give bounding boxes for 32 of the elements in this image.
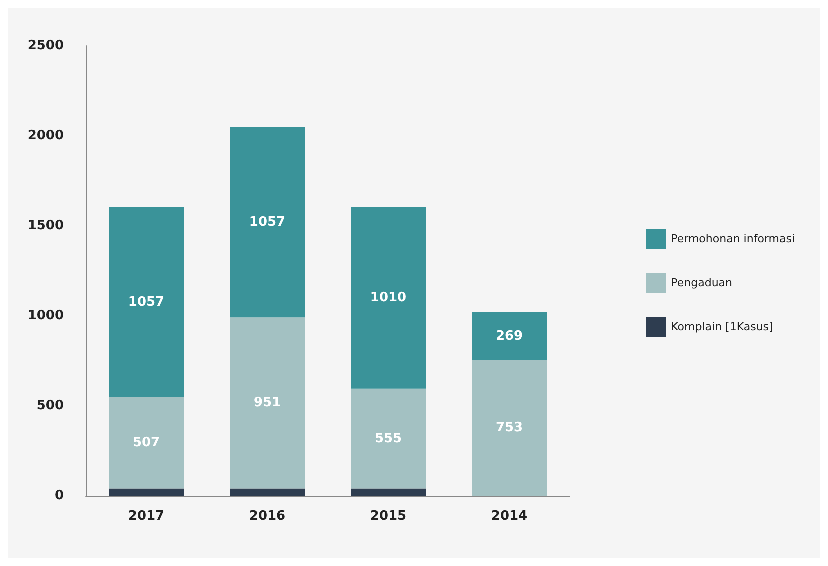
bar [351, 388, 426, 489]
x-tick-label: 2017 [128, 509, 165, 524]
bar [109, 398, 184, 489]
data-label: 269 [496, 328, 524, 344]
x-tick-label: 2014 [491, 509, 528, 524]
bar [109, 207, 184, 398]
y-tick-label: 2500 [28, 38, 64, 54]
data-label: 1057 [249, 214, 286, 230]
y-tick-label: 1500 [28, 218, 64, 234]
bar [109, 488, 184, 496]
bar [351, 207, 426, 389]
y-tick-label: 1000 [28, 308, 64, 324]
bar [230, 318, 305, 489]
data-label: 555 [374, 431, 402, 446]
data-label: 951 [254, 396, 282, 411]
bar [230, 488, 305, 496]
y-tick-label: 0 [54, 488, 64, 504]
y-tick-label: 500 [36, 398, 64, 414]
data-label: 1057 [128, 294, 165, 310]
data-label: 1010 [370, 290, 407, 306]
bar [472, 312, 547, 360]
data-label: 753 [496, 420, 524, 436]
legend-label: Komplain [1Kasus] [671, 320, 774, 334]
bar [351, 488, 426, 496]
legend-label: Permohonan informasi [671, 232, 796, 246]
legend-label: Pengaduan [671, 276, 733, 290]
x-tick-label: 2016 [249, 509, 286, 524]
bar [472, 360, 547, 496]
x-tick-label: 2015 [370, 509, 407, 524]
data-label: 507 [132, 436, 160, 451]
bar [230, 127, 305, 318]
y-tick-label: 2000 [28, 128, 64, 144]
